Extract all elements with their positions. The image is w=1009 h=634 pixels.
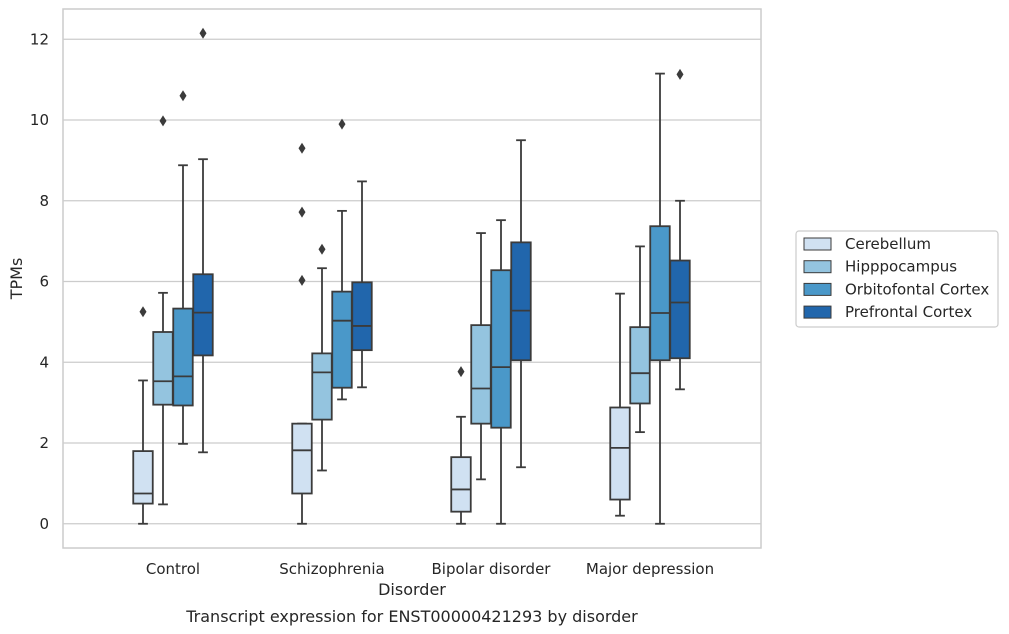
box-body xyxy=(470,324,492,425)
x-tick-label: Bipolar disorder xyxy=(432,560,552,578)
legend-item: Hipppocampus xyxy=(803,258,957,276)
outlier-point xyxy=(676,68,684,80)
box-schizophrenia xyxy=(311,243,333,472)
legend-item: Orbitofontal Cortex xyxy=(803,280,989,298)
box-bipolar-disorder xyxy=(450,366,472,525)
legend-swatch xyxy=(803,260,832,274)
outlier-point xyxy=(199,27,207,39)
box-body xyxy=(291,422,313,495)
box-control xyxy=(152,115,174,506)
box-body xyxy=(311,352,333,421)
legend-item: Cerebellum xyxy=(803,235,931,253)
box-body xyxy=(192,273,214,357)
legend-label: Orbitofontal Cortex xyxy=(845,280,989,298)
legend-swatch xyxy=(803,282,832,296)
box-body xyxy=(331,290,353,389)
y-axis-label: TPMs xyxy=(7,258,26,301)
box-body xyxy=(152,331,174,406)
figure-caption: Transcript expression for ENST0000042129… xyxy=(185,607,638,626)
legend-swatch xyxy=(803,237,832,251)
outlier-point xyxy=(298,274,306,286)
box-schizophrenia xyxy=(351,180,373,389)
box-groups xyxy=(132,27,691,525)
y-axis: 0 2 4 6 8 10 12 xyxy=(30,30,49,532)
box-schizophrenia xyxy=(331,118,353,401)
series-hipppocampus xyxy=(152,115,651,506)
y-tick-label: 6 xyxy=(39,273,49,291)
y-tick-label: 8 xyxy=(39,192,49,210)
y-tick-label: 0 xyxy=(39,515,49,533)
box-body xyxy=(132,450,154,505)
box-bipolar-disorder xyxy=(490,219,512,525)
box-body xyxy=(609,406,631,501)
legend: Cerebellum Hipppocampus Orbitofontal Corte… xyxy=(795,230,999,328)
legend-label: Hipppocampus xyxy=(845,258,957,276)
box-bipolar-disorder xyxy=(470,232,492,481)
series-orbitofontal-cortex xyxy=(172,72,671,525)
outlier-point xyxy=(298,142,306,154)
legend-label: Cerebellum xyxy=(845,235,931,253)
x-tick-label: Major depression xyxy=(586,560,714,578)
box-body xyxy=(649,225,671,362)
plot-frame xyxy=(62,8,762,549)
box-bipolar-disorder xyxy=(510,139,532,469)
series-cerebellum xyxy=(132,142,631,525)
box-body xyxy=(450,456,472,513)
box-control xyxy=(192,27,214,454)
box-body xyxy=(669,259,691,360)
legend-label: Prefrontal Cortex xyxy=(845,303,972,321)
legend-swatch xyxy=(803,305,832,319)
box-major-depression xyxy=(669,68,691,391)
x-axis: Control Schizophrenia Bipolar disorder Majo… xyxy=(146,560,714,578)
outlier-point xyxy=(139,306,147,318)
box-major-depression xyxy=(649,72,671,525)
outlier-point xyxy=(159,115,167,127)
outlier-point xyxy=(457,366,465,378)
box-schizophrenia xyxy=(291,142,313,525)
outlier-point xyxy=(338,118,346,130)
box-body xyxy=(629,326,651,405)
outlier-point xyxy=(318,243,326,255)
legend-frame xyxy=(795,230,999,328)
x-axis-label: Disorder xyxy=(378,580,446,599)
outlier-point xyxy=(298,206,306,218)
box-control xyxy=(172,90,194,445)
x-tick-label: Schizophrenia xyxy=(279,560,384,578)
y-tick-label: 4 xyxy=(39,353,49,371)
box-body xyxy=(172,307,194,407)
box-control xyxy=(132,306,154,525)
y-tick-label: 2 xyxy=(39,434,49,452)
outlier-point xyxy=(179,90,187,102)
x-tick-label: Control xyxy=(146,560,200,578)
box-body xyxy=(351,281,373,352)
box-body xyxy=(510,241,532,362)
box-major-depression xyxy=(629,245,651,434)
y-tick-label: 10 xyxy=(30,111,49,129)
y-tick-label: 12 xyxy=(30,30,49,48)
box-major-depression xyxy=(609,292,631,517)
legend-item: Prefrontal Cortex xyxy=(803,303,972,321)
box-body xyxy=(490,269,512,429)
series-prefrontal-cortex xyxy=(192,27,691,469)
